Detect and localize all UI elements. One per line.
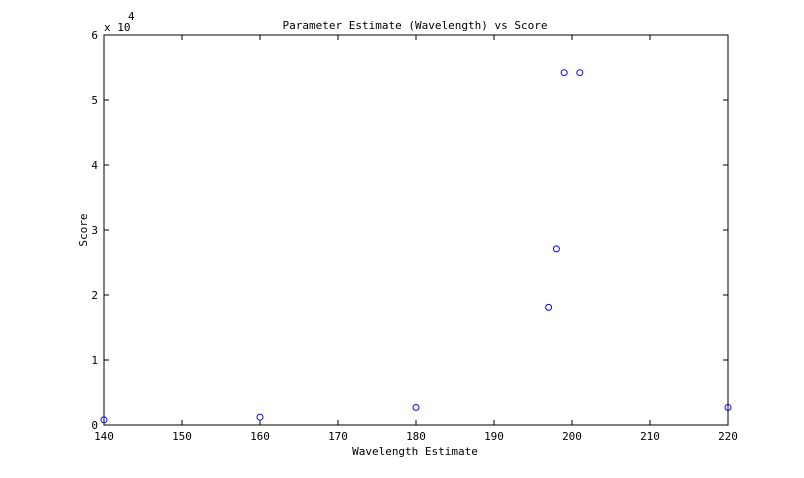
y-tick-label: 4 [91,159,98,172]
y-tick-label: 0 [91,419,98,432]
y-axis-multiplier: x 10 [104,21,131,34]
x-tick-label: 180 [406,430,426,443]
x-tick-label: 210 [640,430,660,443]
x-axis-label: Wavelength Estimate [352,445,478,458]
data-point [552,245,560,253]
y-tick-label: 5 [91,94,98,107]
data-point [256,413,264,421]
data-point [560,69,568,77]
data-point [100,416,108,424]
x-tick-label: 140 [94,430,114,443]
x-tick-label: 190 [484,430,504,443]
x-tick-label: 200 [562,430,582,443]
x-tick-label: 160 [250,430,270,443]
x-tick-label: 220 [718,430,738,443]
y-axis-ticks: 0 1 2 3 4 5 6 [91,29,728,432]
y-tick-label: 3 [91,224,98,237]
data-point [545,303,553,311]
y-axis-multiplier-exponent: 4 [128,10,135,23]
data-markers [100,69,732,424]
data-point [412,403,420,411]
plot-frame [103,34,729,426]
chart-title: Parameter Estimate (Wavelength) vs Score [283,19,548,32]
y-axis-label: Score [77,213,90,246]
data-point [576,69,584,77]
x-tick-label: 170 [328,430,348,443]
y-tick-label: 1 [91,354,98,367]
y-tick-label: 2 [91,289,98,302]
x-tick-label: 150 [172,430,192,443]
x-axis-ticks: 140 150 160 170 180 190 200 210 220 [94,35,738,443]
y-tick-label: 6 [91,29,98,42]
data-point [724,403,732,411]
